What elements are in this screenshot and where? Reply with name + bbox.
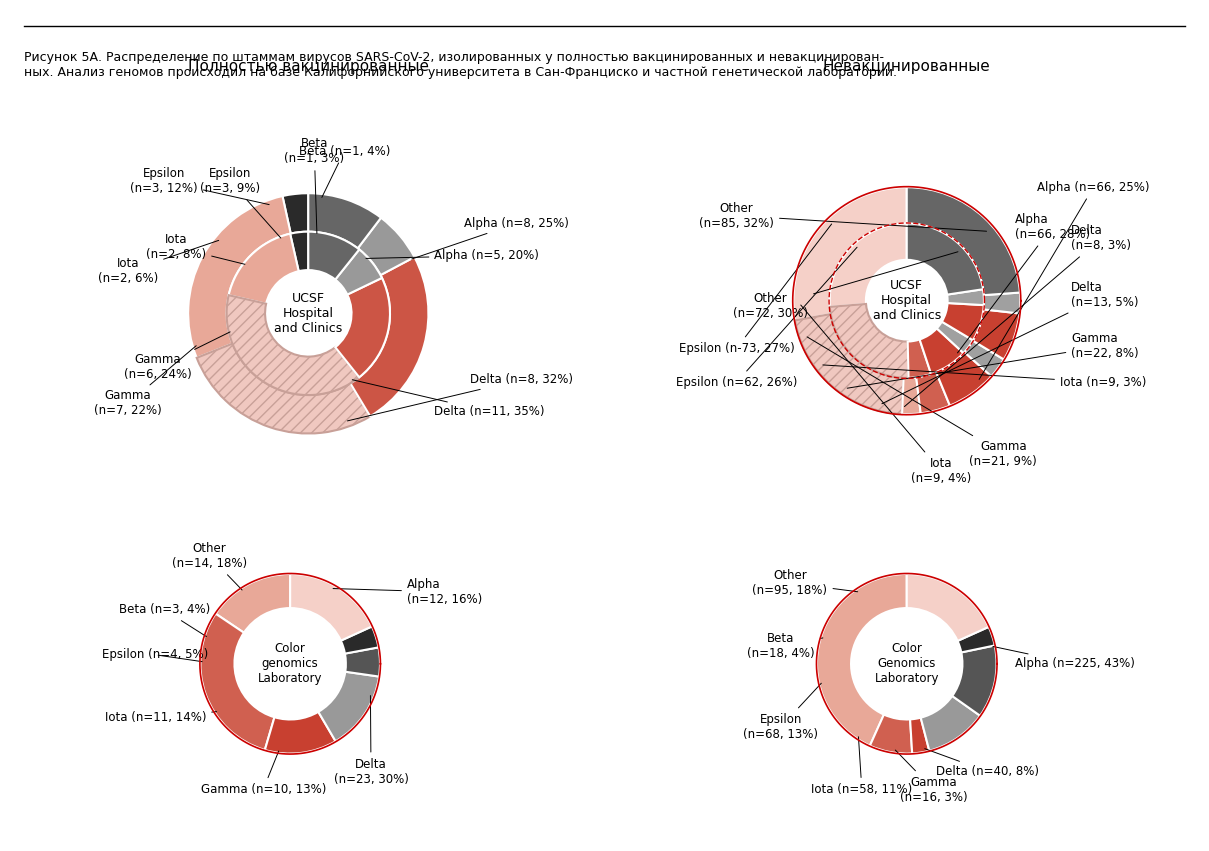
Wedge shape <box>335 278 391 377</box>
Text: Iota
(n=9, 4%): Iota (n=9, 4%) <box>800 305 971 485</box>
Text: UCSF
Hospital
and Clinics: UCSF Hospital and Clinics <box>873 279 941 323</box>
Wedge shape <box>351 257 428 416</box>
Text: Iota
(n=2, 8%): Iota (n=2, 8%) <box>146 233 245 265</box>
Text: Gamma
(n=21, 9%): Gamma (n=21, 9%) <box>808 337 1037 468</box>
Text: Alpha (n=66, 25%): Alpha (n=66, 25%) <box>979 180 1150 380</box>
Text: Gamma
(n=7, 22%): Gamma (n=7, 22%) <box>94 346 196 418</box>
Wedge shape <box>290 574 372 641</box>
Wedge shape <box>189 196 290 357</box>
Text: Epsilon (n=62, 26%): Epsilon (n=62, 26%) <box>676 247 857 389</box>
Text: Other
(n=85, 32%): Other (n=85, 32%) <box>699 202 987 231</box>
Text: UCSF
Hospital
and Clinics: UCSF Hospital and Clinics <box>274 292 342 334</box>
Text: Iota (n=11, 14%): Iota (n=11, 14%) <box>105 711 216 724</box>
Wedge shape <box>973 310 1019 359</box>
Wedge shape <box>920 328 964 374</box>
Wedge shape <box>947 289 984 306</box>
Text: Alpha
(n=12, 16%): Alpha (n=12, 16%) <box>332 578 482 606</box>
Text: Other
(n=14, 18%): Other (n=14, 18%) <box>172 542 247 590</box>
Text: Iota
(n=2, 6%): Iota (n=2, 6%) <box>98 240 219 285</box>
Wedge shape <box>341 626 378 654</box>
Wedge shape <box>942 303 984 340</box>
Wedge shape <box>907 574 989 641</box>
Text: Color
Genomics
Laboratory: Color Genomics Laboratory <box>874 643 939 685</box>
Text: Рисунок 5А. Распределение по штаммам вирусов SARS-CoV-2, изолированных у полност: Рисунок 5А. Распределение по штаммам вир… <box>24 51 897 79</box>
Text: Gamma
(n=22, 8%): Gamma (n=22, 8%) <box>848 332 1139 388</box>
Wedge shape <box>907 187 1020 295</box>
Wedge shape <box>829 224 907 307</box>
Text: Alpha
(n=66, 28%): Alpha (n=66, 28%) <box>958 213 1089 353</box>
Text: Alpha (n=8, 25%): Alpha (n=8, 25%) <box>412 217 569 259</box>
Text: Beta
(n=18, 4%): Beta (n=18, 4%) <box>747 631 823 660</box>
Text: Other
(n=95, 18%): Other (n=95, 18%) <box>752 569 857 597</box>
Text: Alpha (n=225, 43%): Alpha (n=225, 43%) <box>993 647 1134 671</box>
Text: Epsilon (n=4, 5%): Epsilon (n=4, 5%) <box>103 648 208 661</box>
Text: Delta
(n=13, 5%): Delta (n=13, 5%) <box>881 281 1139 403</box>
Wedge shape <box>335 249 382 294</box>
Text: Other
(n=72, 30%): Other (n=72, 30%) <box>733 252 958 320</box>
Text: Epsilon
(n=68, 13%): Epsilon (n=68, 13%) <box>744 683 821 740</box>
Wedge shape <box>265 711 336 754</box>
Wedge shape <box>215 574 290 633</box>
Wedge shape <box>817 574 907 745</box>
Wedge shape <box>829 304 908 378</box>
Wedge shape <box>916 372 950 414</box>
Wedge shape <box>308 193 381 248</box>
Text: Epsilon
(n=3, 9%): Epsilon (n=3, 9%) <box>201 167 280 238</box>
Text: Gamma (n=10, 13%): Gamma (n=10, 13%) <box>201 751 326 796</box>
Text: Beta (n=3, 4%): Beta (n=3, 4%) <box>118 603 210 637</box>
Wedge shape <box>983 293 1020 313</box>
Wedge shape <box>308 231 359 279</box>
Wedge shape <box>345 648 380 677</box>
Text: Delta (n=8, 32%): Delta (n=8, 32%) <box>347 373 573 421</box>
Text: Delta
(n=8, 3%): Delta (n=8, 3%) <box>904 225 1132 407</box>
Wedge shape <box>937 322 973 353</box>
Wedge shape <box>953 645 996 716</box>
Wedge shape <box>936 352 991 406</box>
Wedge shape <box>907 224 983 294</box>
Wedge shape <box>910 717 930 753</box>
Wedge shape <box>197 344 370 433</box>
Wedge shape <box>226 295 359 395</box>
Text: Epsilon
(n=3, 12%): Epsilon (n=3, 12%) <box>131 167 270 204</box>
Wedge shape <box>290 231 308 271</box>
Title: Невакцинированные: Невакцинированные <box>823 60 990 74</box>
Wedge shape <box>793 187 907 320</box>
Text: Delta (n=40, 8%): Delta (n=40, 8%) <box>925 749 1039 778</box>
Text: Epsilon (n-73, 27%): Epsilon (n-73, 27%) <box>678 224 832 355</box>
Wedge shape <box>229 234 299 304</box>
Wedge shape <box>958 627 995 653</box>
Wedge shape <box>965 340 1003 376</box>
Text: Gamma
(n=6, 24%): Gamma (n=6, 24%) <box>125 332 230 381</box>
Wedge shape <box>318 671 380 741</box>
Text: Iota (n=58, 11%): Iota (n=58, 11%) <box>811 737 913 796</box>
Text: Color
genomics
Laboratory: Color genomics Laboratory <box>258 643 323 685</box>
Wedge shape <box>902 377 921 414</box>
Text: Beta (n=1, 4%): Beta (n=1, 4%) <box>299 145 391 197</box>
Text: Beta
(n=1, 3%): Beta (n=1, 3%) <box>284 137 345 233</box>
Text: Delta (n=11, 35%): Delta (n=11, 35%) <box>352 380 545 419</box>
Wedge shape <box>201 614 274 750</box>
Text: Alpha (n=5, 20%): Alpha (n=5, 20%) <box>366 249 539 262</box>
Wedge shape <box>921 696 980 751</box>
Wedge shape <box>796 314 903 414</box>
Text: Delta
(n=23, 30%): Delta (n=23, 30%) <box>334 695 409 785</box>
Wedge shape <box>908 340 931 378</box>
Text: Iota (n=9, 3%): Iota (n=9, 3%) <box>823 365 1146 389</box>
Title: Полностью вакцинированные: Полностью вакцинированные <box>187 60 429 74</box>
Wedge shape <box>870 715 912 754</box>
Wedge shape <box>283 193 308 233</box>
Text: Gamma
(n=16, 3%): Gamma (n=16, 3%) <box>896 750 967 803</box>
Wedge shape <box>358 218 415 275</box>
